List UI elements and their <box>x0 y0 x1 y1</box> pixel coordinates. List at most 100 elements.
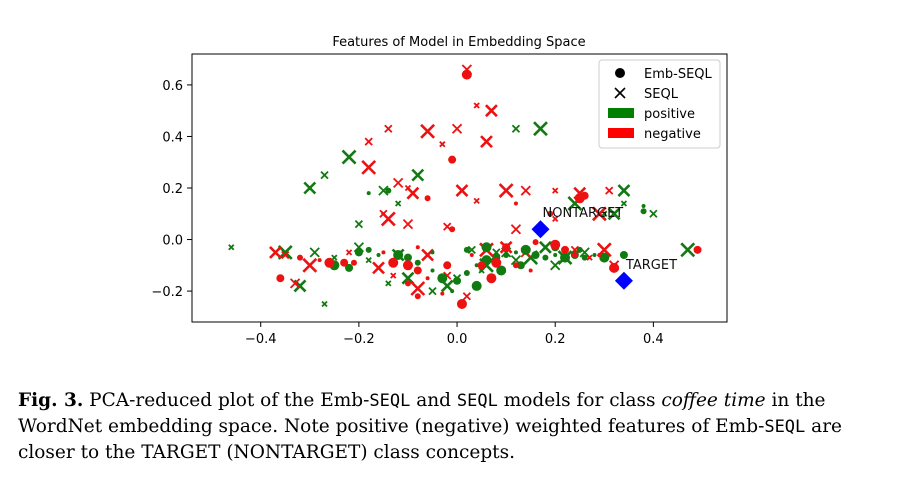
legend-x-icon <box>614 87 626 99</box>
seql-positive-point <box>617 184 631 197</box>
emb-seql-negative-point <box>340 258 349 267</box>
emb-seql-positive-point <box>581 254 588 261</box>
legend-box <box>598 59 721 149</box>
emb-seql-positive-point <box>385 187 392 194</box>
y-tick-label: 0.6 <box>162 79 183 94</box>
seql-negative-point <box>372 261 385 275</box>
emb-seql-negative-point <box>296 254 303 261</box>
emb-seql-negative-point <box>491 257 502 268</box>
emb-seql-negative-point <box>443 261 452 270</box>
emb-seql-positive-point <box>513 250 518 255</box>
emb-seql-positive-point <box>520 244 531 255</box>
emb-seql-negative-point <box>425 276 430 281</box>
legend-negative: negative <box>644 127 701 142</box>
legend-circle-icon <box>615 68 625 78</box>
emb-seql-positive-point <box>516 261 525 270</box>
x-tick-label: −0.2 <box>343 332 375 347</box>
class-concept-diamond <box>531 220 550 239</box>
caption-italic: coffee time <box>661 390 766 411</box>
seql-negative-point <box>473 102 480 109</box>
emb-seql-positive-point <box>474 263 479 268</box>
emb-seql-negative-point <box>532 239 539 246</box>
seql-negative-point <box>289 278 301 289</box>
seql-negative-point <box>345 249 353 256</box>
emb-seql-positive-point <box>640 208 647 215</box>
figure-caption: Fig. 3. PCA-reduced plot of the Emb- SEQL… <box>18 388 898 465</box>
emb-seql-negative-point <box>477 261 486 270</box>
emb-seql-positive-point <box>437 273 448 284</box>
seql-negative-point <box>410 281 426 296</box>
seql-negative-point <box>552 187 559 194</box>
emb-seql-positive-point <box>430 268 435 273</box>
emb-seql-positive-point <box>463 246 470 253</box>
class-concept-diamond <box>614 271 633 290</box>
emb-seql-negative-point <box>404 280 411 287</box>
chart-title: Features of Model in Embedding Space <box>332 35 585 50</box>
seql-negative-point <box>361 159 377 175</box>
seql-positive-point <box>354 219 364 229</box>
seql-positive-point <box>385 280 392 287</box>
emb-seql-negative-point <box>469 253 474 257</box>
caption-mono-2: SEQL <box>456 391 498 411</box>
seql-positive-point <box>620 200 628 207</box>
emb-seql-positive-point <box>641 204 646 209</box>
emb-seql-negative-point <box>502 243 511 252</box>
figure-label: Fig. 3. <box>18 390 84 411</box>
scatter-chart: Features of Model in Embedding Space −0.… <box>151 35 728 347</box>
caption-mono-3: SEQL <box>764 417 806 437</box>
y-tick-label: −0.2 <box>151 285 183 300</box>
caption-text-5: are closer to the TARGET (NONTARGET) cla… <box>18 416 842 463</box>
emb-seql-negative-point <box>414 293 421 300</box>
emb-seql-negative-point <box>461 69 472 80</box>
seql-positive-point <box>303 181 317 195</box>
data-marks <box>228 64 702 309</box>
seql-negative-point <box>591 206 607 222</box>
seql-negative-point <box>605 186 614 195</box>
emb-seql-positive-point <box>503 252 510 258</box>
seql-negative-point <box>406 186 420 200</box>
emb-seql-negative-point <box>317 258 322 263</box>
seql-positive-point <box>378 185 389 196</box>
seql-negative-point <box>420 123 436 139</box>
seql-positive-point <box>320 170 329 180</box>
seql-negative-point <box>462 292 471 301</box>
x-tick-label: 0.0 <box>447 332 468 347</box>
y-tick-label: 0.2 <box>162 182 183 197</box>
emb-seql-positive-point <box>366 191 371 196</box>
caption-text-1: PCA-reduced plot of the Emb- <box>83 390 370 411</box>
emb-seql-positive-point <box>481 242 492 253</box>
seql-negative-point <box>473 197 480 205</box>
seql-negative-point <box>484 104 498 118</box>
legend-seql: SEQL <box>644 87 679 102</box>
emb-seql-positive-point <box>414 259 421 266</box>
seql-negative-point <box>455 184 469 197</box>
emb-seql-negative-point <box>448 155 457 164</box>
x-tick-label: 0.2 <box>545 332 566 347</box>
legend-positive: positive <box>644 107 695 122</box>
emb-seql-negative-point <box>276 274 285 283</box>
seql-negative-point <box>390 272 397 279</box>
seql-positive-point <box>428 286 437 296</box>
emb-seql-positive-point <box>592 253 597 257</box>
legend: Emb-SEQL SEQL positive negative <box>598 59 721 149</box>
axis-ticks: −0.4 −0.2 0.0 0.2 0.4 −0.2 0.0 0.2 0.4 0.6 <box>151 79 663 347</box>
emb-seql-negative-point <box>424 195 431 202</box>
seql-positive-point <box>411 168 425 182</box>
legend-positive-swatch <box>608 108 634 118</box>
emb-seql-negative-point <box>381 250 386 255</box>
emb-seql-negative-point <box>440 291 445 296</box>
emb-seql-negative-point <box>486 273 497 284</box>
emb-seql-negative-point <box>456 298 467 309</box>
seql-positive-point <box>607 207 621 221</box>
y-tick-label: 0.0 <box>162 234 183 249</box>
seql-negative-point <box>281 250 290 260</box>
seql-positive-point <box>649 209 658 218</box>
x-tick-label: 0.4 <box>643 332 664 347</box>
emb-seql-positive-point <box>403 253 412 262</box>
emb-seql-positive-point <box>450 289 455 294</box>
emb-seql-positive-point <box>345 263 354 272</box>
seql-negative-point <box>269 246 282 259</box>
emb-seql-positive-point <box>393 250 404 260</box>
seql-negative-point <box>364 137 373 146</box>
seql-positive-point <box>550 260 561 271</box>
